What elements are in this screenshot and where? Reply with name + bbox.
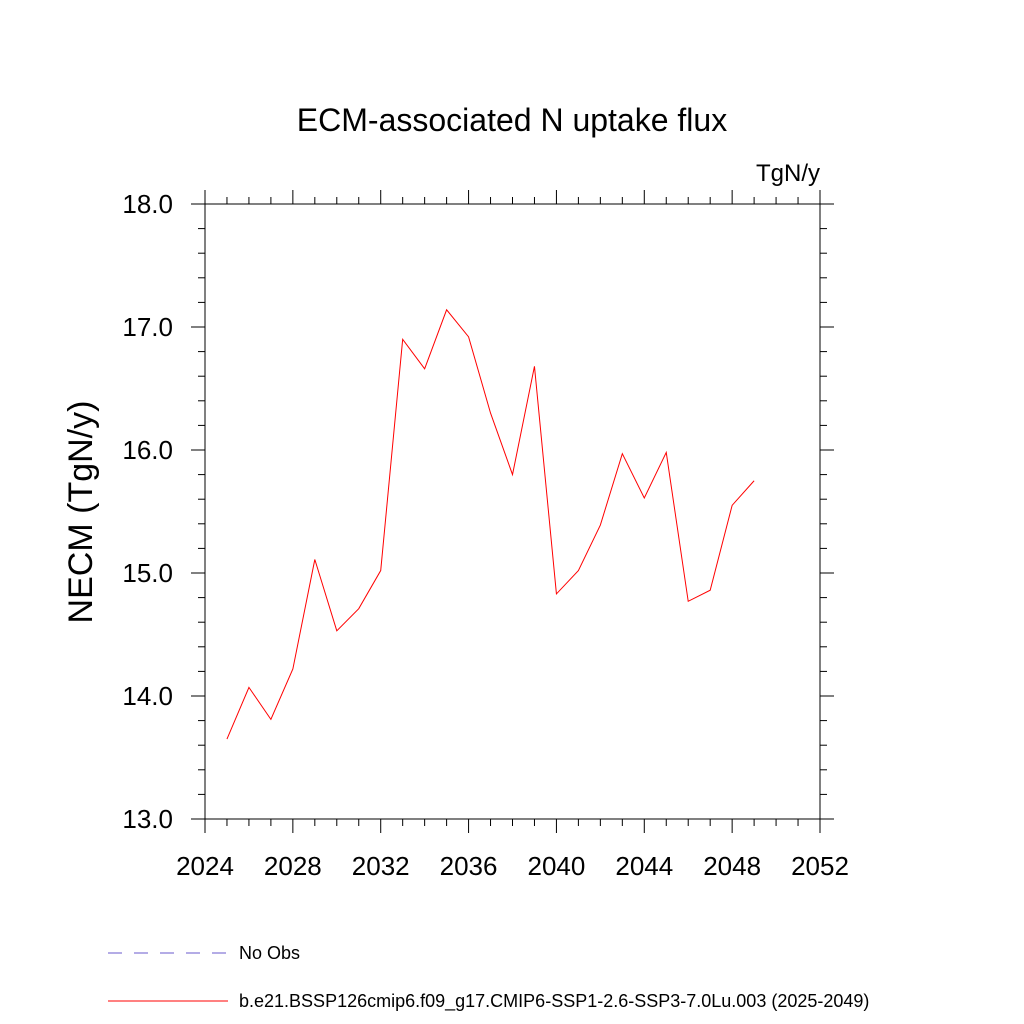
x-tick-label: 2024 bbox=[176, 851, 234, 881]
x-tick-label: 2032 bbox=[352, 851, 410, 881]
plot-frame bbox=[204, 203, 821, 820]
x-tick-label: 2048 bbox=[703, 851, 761, 881]
y-tick-label: 15.0 bbox=[122, 558, 173, 588]
legend-label-no-obs: No Obs bbox=[239, 943, 300, 963]
x-tick-label: 2052 bbox=[791, 851, 849, 881]
series-line bbox=[226, 308, 755, 740]
legend: No Obs b.e21.BSSP126cmip6.f09_g17.CMIP6-… bbox=[108, 943, 869, 1012]
legend-label-model-run: b.e21.BSSP126cmip6.f09_g17.CMIP6-SSP1-2.… bbox=[239, 991, 869, 1012]
y-tick-label: 14.0 bbox=[122, 681, 173, 711]
x-tick-label: 2044 bbox=[615, 851, 673, 881]
y-tick-label: 17.0 bbox=[122, 312, 173, 342]
x-tick-label: 2028 bbox=[264, 851, 322, 881]
plot-series bbox=[226, 308, 755, 740]
plot-axes: 2024 2028 2032 2036 2040 2044 2048 2052 13.0 14.0… bbox=[122, 189, 849, 881]
x-tick-label: 2036 bbox=[440, 851, 498, 881]
chart-title: ECM-associated N uptake flux bbox=[297, 102, 727, 138]
x-tick-label: 2040 bbox=[528, 851, 586, 881]
y-tick-label: 16.0 bbox=[122, 435, 173, 465]
y-tick-label: 13.0 bbox=[122, 804, 173, 834]
y-tick-label: 18.0 bbox=[122, 189, 173, 219]
units-label: TgN/y bbox=[756, 160, 820, 187]
y-axis-label: NECM (TgN/y) bbox=[62, 401, 100, 624]
